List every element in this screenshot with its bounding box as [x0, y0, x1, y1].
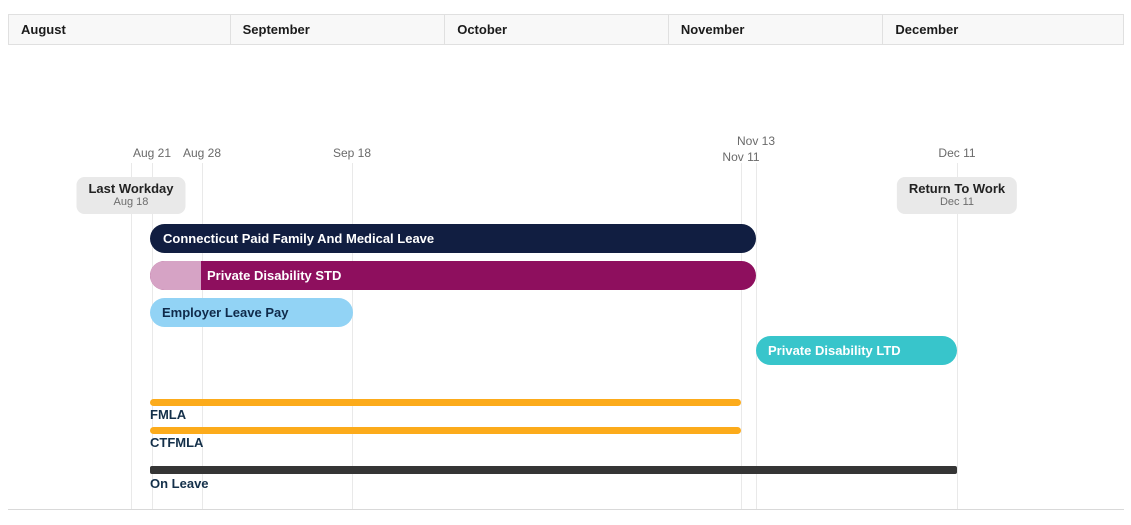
bar-private-disability-ltd[interactable]: Private Disability LTD — [756, 336, 957, 365]
milestone-return-to-work[interactable]: Return To Work Dec 11 — [896, 177, 1018, 214]
bar-label: Private Disability LTD — [768, 343, 901, 358]
gridline-sep-18 — [352, 163, 353, 509]
tick-label-dec-11: Dec 11 — [938, 146, 976, 160]
bar-on-leave[interactable] — [150, 466, 957, 474]
month-header-october: October — [445, 15, 669, 44]
bar-label: Employer Leave Pay — [162, 305, 289, 320]
bar-on-leave-label: On Leave — [150, 476, 209, 491]
gridline-aug-28 — [202, 163, 203, 509]
bar-label: Private Disability STD — [207, 268, 342, 283]
bar-ct-paid-family-medical-leave[interactable]: Connecticut Paid Family And Medical Leav… — [150, 224, 756, 253]
tick-label-aug-28: Aug 28 — [182, 146, 222, 160]
bar-segment-waiting-period — [150, 261, 201, 290]
gridline-nov-11 — [741, 163, 742, 509]
milestone-title: Last Workday — [88, 181, 174, 196]
month-header-row: August September October November Decemb… — [8, 14, 1124, 45]
month-header-august: August — [9, 15, 231, 44]
month-header-november: November — [669, 15, 884, 44]
gridline-aug-18 — [131, 163, 132, 509]
bar-ctfmla[interactable] — [150, 427, 741, 434]
tick-label-sep-18: Sep 18 — [332, 146, 372, 160]
bar-fmla[interactable] — [150, 399, 741, 406]
bar-fmla-label: FMLA — [150, 407, 187, 422]
bar-label: Connecticut Paid Family And Medical Leav… — [163, 231, 435, 246]
tick-label-nov-11: Nov 11 — [722, 150, 760, 164]
tick-label-aug-21: Aug 21 — [132, 146, 172, 160]
bar-employer-leave-pay[interactable]: Employer Leave Pay — [150, 298, 353, 327]
milestone-last-workday[interactable]: Last Workday Aug 18 — [76, 177, 186, 214]
milestone-title: Return To Work — [908, 181, 1006, 196]
gridline-aug-21 — [152, 163, 153, 509]
gridline-dec-11 — [957, 163, 958, 509]
tick-label-nov-13: Nov 13 — [736, 134, 776, 148]
month-header-september: September — [231, 15, 446, 44]
chart-bottom-border — [8, 509, 1124, 510]
milestone-date: Aug 18 — [113, 196, 149, 208]
month-header-december: December — [895, 22, 959, 37]
bar-private-disability-std[interactable]: Private Disability STD — [150, 261, 756, 290]
bar-ctfmla-label: CTFMLA — [150, 435, 204, 450]
gridline-nov-13 — [756, 163, 757, 509]
milestone-date: Dec 11 — [939, 196, 975, 208]
